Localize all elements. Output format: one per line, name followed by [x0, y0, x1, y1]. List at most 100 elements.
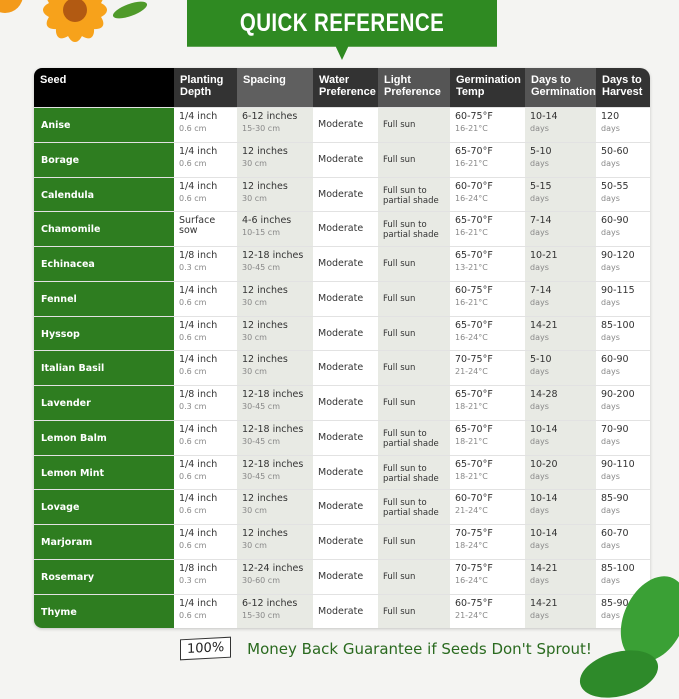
- planting-depth: 1/4 inch 0.6 cm: [174, 595, 237, 629]
- days-to-harvest: 120 days: [596, 108, 650, 142]
- spacing-value: 12 inches: [242, 354, 288, 366]
- table-body: Anise 1/4 inch 0.6 cm 6-12 inches 15-30 cm Mo…: [34, 107, 650, 629]
- days-to-germination: 14-21 days: [525, 316, 596, 351]
- days-to-germination-sub: days: [530, 402, 549, 411]
- table-row: Rosemary 1/8 inch 0.3 cm 12-24 inches 30-60 …: [34, 558, 650, 594]
- germination-temp-value: 65-70°F: [455, 389, 493, 400]
- planting-depth-value: 1/4 inch: [179, 423, 218, 435]
- days-to-germination-sub: days: [530, 471, 549, 481]
- days-to-germination-sub: days: [530, 263, 549, 272]
- guarantee-text: Money Back Guarantee if Seeds Don't Spro…: [247, 639, 592, 658]
- spacing-value: 6-12 inches: [242, 597, 298, 609]
- germination-temp-sub: 16-21°C: [455, 158, 488, 168]
- germination-temp-sub: 18-21°C: [455, 402, 488, 411]
- days-to-harvest-sub: days: [601, 124, 620, 133]
- days-to-harvest-value: 90-115: [601, 284, 635, 296]
- table-row: Lemon Balm 1/4 inch 0.6 cm 12-18 inches 30-4…: [34, 419, 650, 455]
- days-to-germination-value: 10-14: [530, 528, 558, 539]
- days-to-germination-value: 7-14: [530, 215, 552, 227]
- light-preference: Full sun: [378, 142, 450, 177]
- days-to-harvest-value: 85-100: [601, 319, 635, 331]
- days-to-germination: 10-14 days: [525, 108, 596, 142]
- water-preference: Moderate: [318, 153, 364, 165]
- light-preference: Full sun: [378, 525, 450, 559]
- header-planting-depth: Planting Depth: [174, 68, 237, 107]
- days-to-harvest-sub: days: [601, 158, 620, 168]
- germination-temp-sub: 16-24°C: [455, 575, 488, 585]
- days-to-harvest-value: 60-90: [601, 215, 629, 227]
- germination-temp-value: 60-75°F: [455, 284, 493, 296]
- germination-temp-value: 70-75°F: [455, 562, 493, 574]
- days-to-harvest: 60-90 days: [596, 212, 650, 246]
- light-preference: Full sun to partial shade: [378, 420, 450, 455]
- spacing: 12 inches 30 cm: [237, 525, 313, 559]
- spacing: 12 inches 30 cm: [237, 177, 313, 212]
- germination-temp-value: 70-75°F: [455, 354, 493, 366]
- days-to-harvest-value: 50-60: [601, 145, 629, 157]
- days-to-germination-value: 14-21: [530, 562, 558, 574]
- days-to-germination-value: 10-21: [530, 250, 558, 261]
- germination-temp-value: 65-70°F: [455, 423, 493, 435]
- germination-temp-value: 65-70°F: [455, 250, 493, 261]
- planting-depth-value: 1/4 inch: [179, 145, 218, 157]
- seed-name: Hyssop: [34, 316, 174, 351]
- table-row: Lovage 1/4 inch 0.6 cm 12 inches 30 cm Modera…: [34, 489, 650, 524]
- days-to-germination: 10-21 days: [525, 247, 596, 281]
- germination-temp: 60-75°F 21-24°C: [450, 595, 525, 629]
- germination-temp-value: 60-70°F: [455, 493, 493, 505]
- days-to-harvest-value: 60-90: [601, 354, 629, 366]
- table-row: Echinacea 1/8 inch 0.3 cm 12-18 inches 30-45…: [34, 246, 650, 281]
- page-title: QUICK REFERENCE GUIDE: [239, 9, 445, 60]
- germination-temp-sub: 18-24°C: [455, 541, 488, 550]
- light-preference: Full sun to partial shade: [378, 212, 450, 246]
- spacing-sub: 30 cm: [242, 332, 267, 342]
- water-preference: Moderate: [318, 431, 364, 443]
- table-row: Marjoram 1/4 inch 0.6 cm 12 inches 30 cm Mode…: [34, 524, 650, 559]
- spacing-value: 12-18 inches: [242, 458, 304, 470]
- days-to-harvest-value: 90-110: [601, 458, 635, 470]
- light-preference: Full sun: [378, 386, 450, 420]
- days-to-germination-value: 10-14: [530, 111, 558, 122]
- germination-temp-sub: 18-21°C: [455, 471, 488, 481]
- days-to-germination-sub: days: [530, 158, 549, 168]
- days-to-germination-value: 10-20: [530, 458, 558, 470]
- spacing-sub: 30 cm: [242, 193, 267, 203]
- spacing-sub: 30-60 cm: [242, 575, 280, 585]
- planting-depth: 1/4 inch 0.6 cm: [174, 317, 237, 351]
- planting-depth: 1/4 inch 0.6 cm: [174, 282, 237, 316]
- days-to-harvest: 85-90 days: [596, 595, 650, 629]
- water-preference: Moderate: [318, 362, 364, 374]
- days-to-germination-sub: days: [530, 332, 549, 342]
- guarantee-footer: 100% Money Back Guarantee if Seeds Don't…: [180, 636, 592, 661]
- spacing-sub: 30 cm: [242, 367, 267, 377]
- light-preference: Full sun: [378, 247, 450, 281]
- days-to-germination-sub: days: [530, 610, 549, 620]
- spacing-value: 12-18 inches: [242, 423, 304, 435]
- days-to-germination-sub: days: [530, 228, 549, 238]
- spacing-sub: 30 cm: [242, 506, 267, 516]
- spacing: 12 inches 30 cm: [237, 142, 313, 177]
- header-spacing: Spacing: [237, 68, 313, 107]
- planting-depth-value: Surface sow: [179, 215, 216, 237]
- planting-depth: 1/4 inch 0.6 cm: [174, 421, 237, 455]
- days-to-germination: 7-14 days: [525, 212, 596, 246]
- table-row: Thyme 1/4 inch 0.6 cm 6-12 inches 15-30 cm Mo…: [34, 593, 650, 629]
- germination-temp-value: 60-70°F: [455, 180, 493, 192]
- germination-temp: 65-70°F 18-21°C: [450, 421, 525, 455]
- seed-name: Chamomile: [34, 212, 174, 246]
- days-to-harvest-sub: days: [601, 367, 620, 377]
- light-preference: Full sun: [378, 559, 450, 594]
- germination-temp-sub: 18-21°C: [455, 436, 488, 446]
- planting-depth-sub: 0.3 cm: [179, 263, 207, 272]
- days-to-germination: 14-21 days: [525, 559, 596, 594]
- water-preference: Moderate: [318, 188, 364, 200]
- days-to-harvest: 50-60 days: [596, 143, 650, 177]
- table-row: Fennel 1/4 inch 0.6 cm 12 inches 30 cm Modera…: [34, 280, 650, 316]
- germination-temp-value: 65-70°F: [455, 215, 493, 227]
- planting-depth-sub: 0.6 cm: [179, 436, 207, 446]
- planting-depth-sub: 0.6 cm: [179, 158, 207, 168]
- spacing-value: 4-6 inches: [242, 215, 292, 227]
- days-to-harvest-value: 60-70: [601, 528, 629, 539]
- header-seed: Seed: [34, 68, 174, 107]
- planting-depth-sub: 0.6 cm: [179, 124, 207, 133]
